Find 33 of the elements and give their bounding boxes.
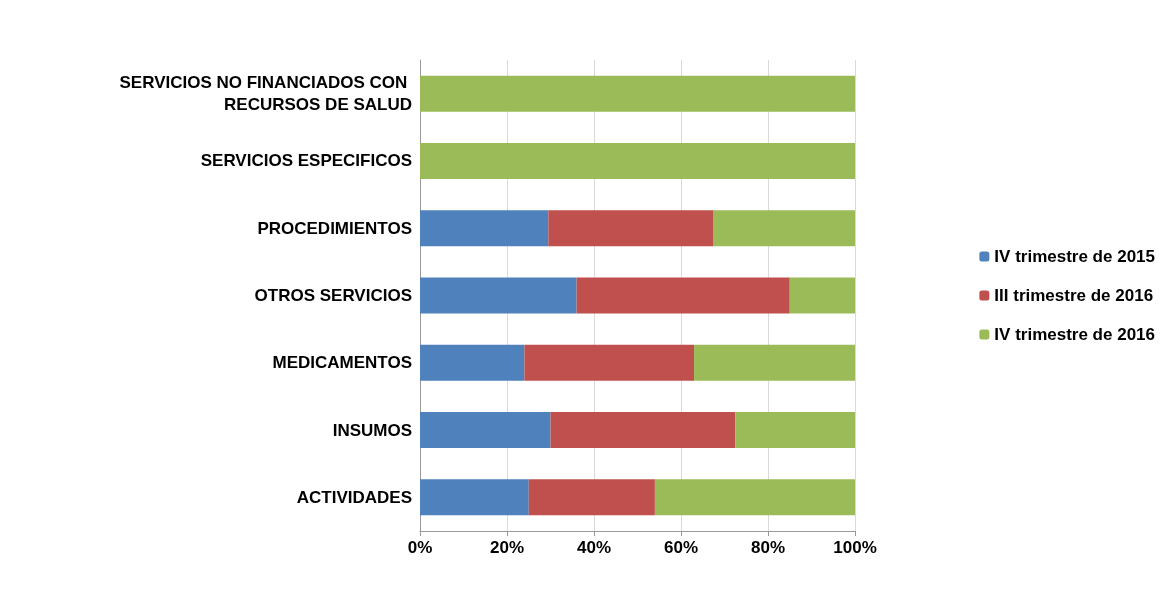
bar: [420, 277, 577, 314]
legend-label: IV trimestre de 2015: [994, 247, 1156, 266]
x-tick-label: 0%: [407, 538, 433, 557]
bar: [694, 344, 855, 381]
y-tick-label: SERVICIOS NO FINANCIADOS CON RECURSOS DE SALUD: [119, 73, 412, 115]
y-tick-label: INSUMOS: [332, 420, 412, 440]
bar: [420, 142, 855, 179]
x-tick-label: 80%: [750, 538, 786, 557]
legend-label: IV trimestre de 2016: [994, 325, 1156, 344]
y-tick-label: PROCEDIMIENTOS: [257, 218, 412, 238]
bar: [524, 344, 695, 381]
bar: [420, 412, 551, 449]
y-tick-label: ACTIVIDADES: [296, 487, 412, 507]
x-tick-label: 100%: [833, 538, 877, 557]
bar: [654, 479, 855, 516]
y-tick-label: SERVICIOS ESPECIFICOS: [200, 151, 412, 171]
bar: [735, 412, 855, 449]
bar: [420, 210, 549, 247]
bar: [420, 75, 855, 112]
legend-label: III trimestre de 2016: [994, 286, 1154, 305]
bar: [420, 479, 529, 516]
bar: [576, 277, 790, 314]
bar: [550, 412, 736, 449]
bar: [789, 277, 855, 314]
bar: [548, 210, 714, 247]
bar: [528, 479, 655, 516]
x-tick-label: 20%: [489, 538, 525, 557]
bar: [713, 210, 855, 247]
y-tick-label: OTROS SERVICIOS: [254, 286, 412, 305]
x-tick-label: 60%: [663, 538, 699, 557]
y-tick-label: MEDICAMENTOS: [272, 353, 412, 373]
x-tick-label: 40%: [576, 538, 612, 557]
bar: [420, 344, 525, 381]
